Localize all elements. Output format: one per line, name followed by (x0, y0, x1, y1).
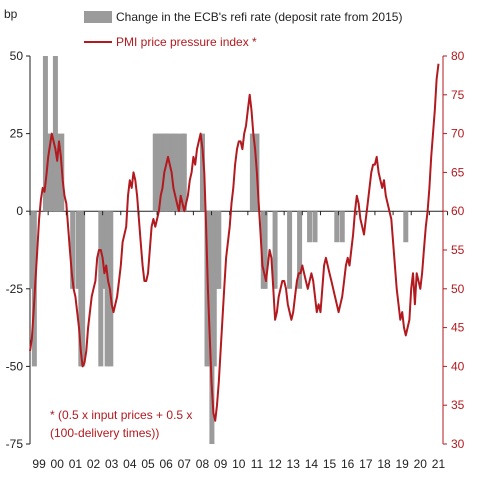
left-tick-label: 0 (16, 204, 23, 218)
x-tick-label: 00 (51, 457, 65, 471)
bar (171, 133, 177, 212)
line-series (29, 63, 440, 422)
x-tick-label: 01 (69, 457, 83, 471)
right-tick-label: 70 (451, 127, 465, 141)
right-tick-label: 55 (451, 243, 465, 257)
right-tick-label: 65 (451, 165, 465, 179)
legend: Change in the ECB's refi rate (deposit r… (84, 10, 402, 49)
right-tick-label: 80 (451, 49, 465, 63)
x-tick-label: 11 (251, 457, 264, 471)
x-tick-label: 10 (232, 457, 246, 471)
footnote: * (0.5 x input prices + 0.5 x (100-deliv… (50, 408, 192, 440)
bar (70, 211, 76, 289)
x-tick-label: 14 (305, 457, 319, 471)
left-axis-label: bp (4, 7, 18, 21)
x-tick-label: 09 (214, 457, 228, 471)
legend-label-bar: Change in the ECB's refi rate (deposit r… (116, 10, 402, 24)
bar (165, 133, 171, 212)
x-tick-label: 04 (123, 457, 137, 471)
bar (199, 133, 205, 212)
bar (42, 56, 48, 212)
x-tick-label: 18 (377, 457, 391, 471)
series-line-pmi (29, 63, 440, 422)
bar (262, 211, 268, 289)
x-tick-label: 13 (287, 457, 301, 471)
right-tick-label: 60 (451, 204, 465, 218)
right-tick-label: 30 (451, 437, 465, 451)
left-tick-label: 25 (10, 127, 24, 141)
bar (181, 133, 187, 212)
bar (98, 211, 104, 367)
x-tick-label: 21 (432, 457, 446, 471)
legend-swatch-bar (84, 11, 112, 23)
x-tick-label: 17 (359, 457, 373, 471)
bar (47, 133, 53, 212)
footnote-line-1: * (0.5 x input prices + 0.5 x (50, 408, 192, 422)
x-tick-label: 16 (341, 457, 355, 471)
right-tick-label: 50 (451, 282, 465, 296)
bar (29, 211, 35, 289)
x-tick-label: 05 (141, 457, 155, 471)
bar (158, 133, 164, 212)
bar (287, 211, 293, 289)
bar (104, 211, 110, 367)
left-tick-label: -25 (6, 282, 24, 296)
bar (54, 133, 60, 212)
x-tick-label: 99 (32, 457, 46, 471)
x-tick-label: 15 (323, 457, 337, 471)
x-tick-label: 06 (159, 457, 173, 471)
bar (175, 133, 181, 212)
left-tick-label: 50 (10, 49, 24, 63)
bar (297, 211, 303, 289)
bar (50, 133, 56, 212)
bar (339, 211, 345, 243)
left-tick-label: -75 (6, 437, 24, 451)
x-tick-label: 12 (268, 457, 282, 471)
bar (312, 211, 318, 243)
bar (272, 211, 278, 289)
x-tick-label: 07 (178, 457, 192, 471)
footnote-line-2: (100-delivery times)) (50, 426, 159, 440)
bar (403, 211, 409, 243)
bar (216, 211, 222, 289)
x-tick-label: 20 (414, 457, 428, 471)
bar (334, 211, 340, 243)
right-tick-label: 75 (451, 88, 465, 102)
x-tick-label: 03 (105, 457, 119, 471)
bar (249, 133, 255, 212)
left-tick-label: -50 (6, 359, 24, 373)
x-tick-label: 02 (87, 457, 101, 471)
right-tick-label: 35 (451, 398, 465, 412)
bar (152, 133, 158, 212)
x-tick-label: 08 (196, 457, 210, 471)
legend-label-line: PMI price pressure index * (116, 35, 257, 49)
tick-labels: 50 25 0 -25 -50 -75 80 75 70 65 60 55 50 45 40 35 30 99 00… (6, 49, 465, 471)
axes (29, 56, 444, 444)
bar (307, 211, 313, 243)
x-tick-label: 19 (395, 457, 409, 471)
bar (80, 211, 86, 367)
right-tick-label: 45 (451, 321, 465, 335)
right-tick-label: 40 (451, 359, 465, 373)
